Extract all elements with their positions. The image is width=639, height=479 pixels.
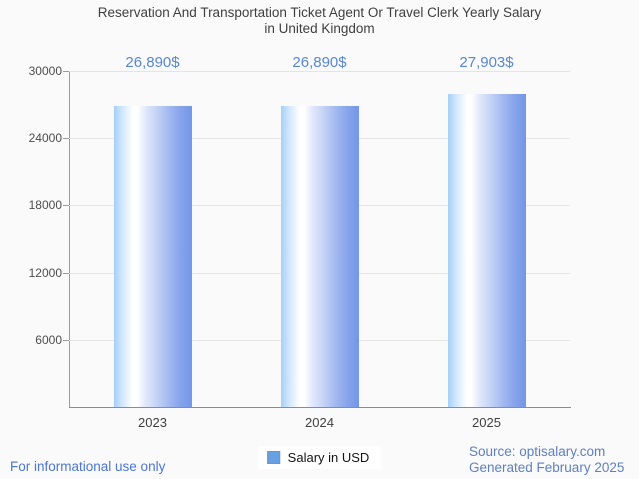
x-axis-baseline	[69, 407, 571, 408]
x-tick-label: 2025	[472, 415, 501, 430]
disclaimer-text: For informational use only	[10, 459, 166, 474]
bar-value-label: 26,890$	[292, 54, 347, 71]
y-axis-tick	[63, 339, 69, 341]
y-tick-label: 6000	[35, 332, 62, 347]
chart-title: Reservation And Transportation Ticket Ag…	[0, 5, 639, 37]
legend-swatch-icon	[266, 451, 280, 464]
source-text: Source: optisalary.com	[469, 444, 606, 459]
x-tick-label: 2024	[305, 415, 334, 430]
salary-bar	[280, 105, 359, 407]
y-axis-tick	[63, 272, 69, 274]
legend-label: Salary in USD	[287, 450, 370, 465]
y-axis-tick	[63, 71, 69, 72]
salary-bar	[113, 105, 192, 407]
x-tick-label: 2023	[138, 415, 167, 430]
chart-title-line1: Reservation And Transportation Ticket Ag…	[97, 5, 542, 20]
gridline	[69, 71, 570, 72]
salary-bar	[447, 94, 526, 407]
bar-value-label: 26,890$	[125, 54, 180, 71]
y-tick-label: 12000	[28, 265, 62, 280]
y-tick-label: 24000	[28, 131, 62, 146]
generated-text: Generated February 2025	[469, 460, 625, 475]
bar-value-label: 27,903$	[459, 54, 514, 71]
y-tick-label: 18000	[28, 198, 62, 213]
y-axis-tick	[63, 205, 69, 207]
source-block: Source: optisalary.com Generated Februar…	[469, 444, 624, 476]
legend: Salary in USD	[257, 446, 382, 469]
plot-area	[69, 71, 570, 407]
y-tick-label: 30000	[28, 64, 62, 78]
y-axis-line	[69, 71, 70, 408]
y-axis-tick	[63, 138, 69, 140]
chart-title-line2: in United Kingdom	[264, 21, 375, 36]
